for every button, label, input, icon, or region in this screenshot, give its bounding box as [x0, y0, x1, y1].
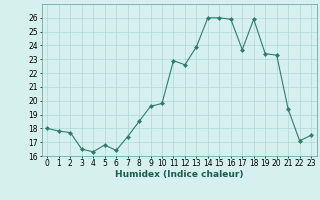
X-axis label: Humidex (Indice chaleur): Humidex (Indice chaleur) [115, 170, 244, 179]
